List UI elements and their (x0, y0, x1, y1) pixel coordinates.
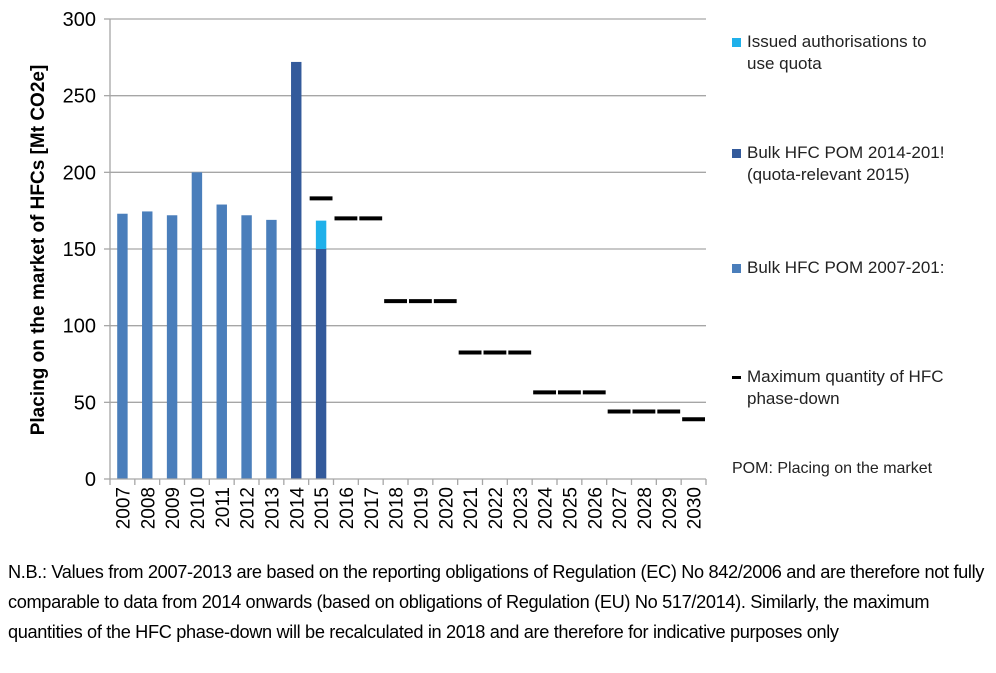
legend-swatch-bulk-2007-2013 (732, 264, 741, 273)
phase-down-markers (309, 196, 705, 422)
bar-2013-series-0 (266, 219, 277, 479)
bar-2012-series-0 (241, 215, 252, 479)
y-axis-title: Placing on the market of HFCs [Mt CO2e] (28, 65, 49, 436)
bar-2015-series-1 (315, 249, 327, 479)
legend-item-bulk-2014-2015: Bulk HFC POM 2014-201! (quota-relevant 2… (732, 142, 996, 186)
x-tick-label: 2027 (610, 487, 631, 529)
bar-2007-series-0 (117, 213, 128, 479)
bars (117, 61, 327, 480)
x-tick-labels: 2007 2008 2009 2010 2011 2012 2013 2014 2015 2016… (113, 487, 705, 530)
x-tick-label: 2024 (536, 487, 557, 530)
y-tick-label: 250 (63, 86, 96, 108)
legend-label: Bulk HFC POM 2007-201: (747, 258, 945, 277)
y-tick-label: 0 (85, 469, 96, 491)
axes (104, 18, 707, 485)
y-tick-label: 300 (63, 9, 96, 31)
x-tick-label: 2019 (411, 487, 432, 529)
x-tick-label: 2008 (138, 487, 159, 529)
x-tick-label: 2025 (560, 487, 581, 529)
bar-2015-series-2 (315, 220, 327, 249)
x-tick-label: 2026 (585, 487, 606, 529)
y-tick-labels: 0 50 100 150 200 250 300 (63, 9, 96, 491)
legend-swatch-issued-authorisations (732, 38, 741, 47)
x-tick-label: 2028 (635, 487, 656, 529)
legend-label: Maximum quantity of HFC phase-down (747, 367, 944, 408)
legend-swatch-bulk-2014-2015 (732, 149, 741, 158)
x-tick-label: 2021 (461, 487, 482, 529)
x-tick-label: 2016 (337, 487, 358, 529)
x-tick-label: 2029 (660, 487, 681, 529)
legend-item-bulk-2007-2013: Bulk HFC POM 2007-201: (732, 257, 996, 279)
x-tick-label: 2014 (287, 487, 308, 530)
x-tick-label: 2010 (188, 487, 209, 529)
bar-2010-series-0 (191, 172, 203, 480)
y-tick-label: 50 (74, 392, 96, 414)
legend-item-max-quantity: Maximum quantity of HFC phase-down (732, 366, 996, 410)
x-tick-label: 2020 (436, 487, 457, 529)
bar-2014-series-1 (291, 61, 302, 479)
legend-note: POM: Placing on the market (732, 460, 933, 477)
x-tick-label: 2009 (163, 487, 184, 529)
y-tick-label: 150 (63, 239, 96, 261)
legend-label: Issued authorisations to use quota (747, 32, 927, 73)
x-tick-label: 2018 (387, 487, 408, 529)
x-tick-label: 2013 (262, 487, 283, 529)
bar-2009-series-0 (166, 215, 178, 479)
legend-label: Bulk HFC POM 2014-201! (quota-relevant 2… (747, 143, 945, 184)
x-tick-label: 2030 (685, 487, 706, 529)
gridlines (110, 18, 706, 403)
footnote: N.B.: Values from 2007-2013 are based on… (8, 562, 985, 642)
x-tick-label: 2011 (213, 487, 234, 528)
legend-item-issued-authorisations: Issued authorisations to use quota (732, 31, 996, 75)
x-tick-label: 2017 (362, 487, 383, 529)
x-tick-label: 2007 (113, 487, 134, 529)
bar-2011-series-0 (216, 204, 227, 480)
bar-2008-series-0 (142, 211, 153, 479)
x-tick-label: 2015 (312, 487, 333, 529)
legend-dash-max-quantity (732, 376, 741, 379)
x-tick-label: 2012 (238, 487, 259, 529)
y-tick-label: 200 (63, 162, 96, 184)
x-tick-label: 2023 (511, 487, 532, 529)
y-tick-label: 100 (63, 316, 96, 338)
x-tick-label: 2022 (486, 487, 507, 529)
